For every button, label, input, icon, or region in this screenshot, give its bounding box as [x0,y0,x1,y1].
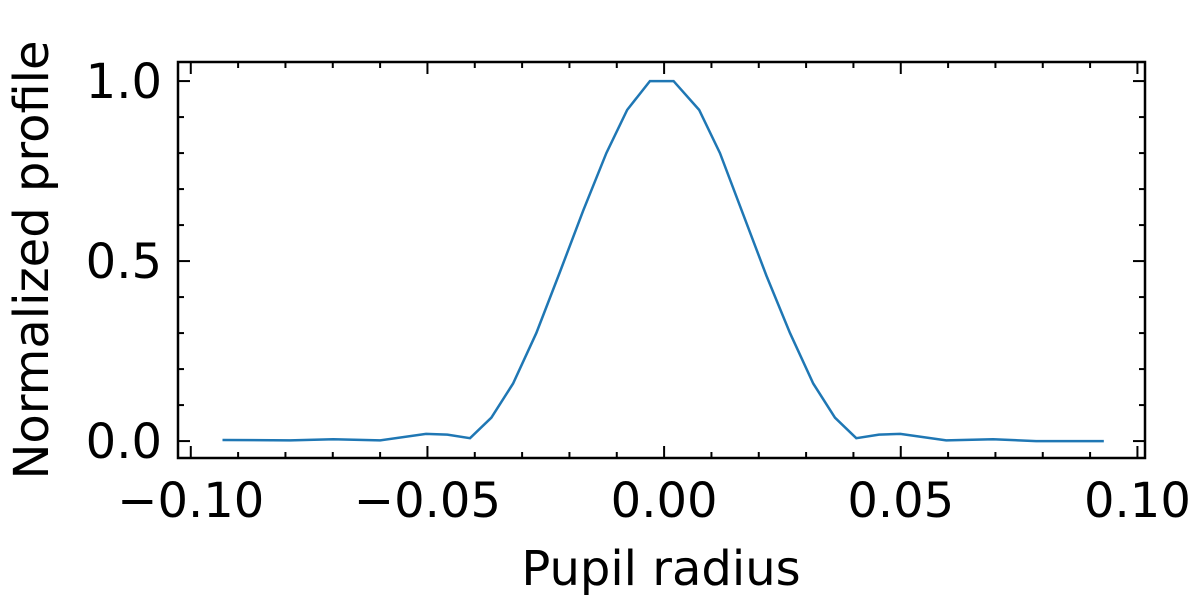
y-tick-label: 0.0 [86,414,162,470]
y-axis-label: Normalized profile [4,40,60,479]
x-axis-label: Pupil radius [521,541,800,597]
x-tick-label: −0.10 [117,473,264,529]
x-tick-label: 0.00 [611,473,718,529]
x-tick-label: −0.05 [354,473,501,529]
y-tick-label: 0.5 [86,234,162,290]
x-tick-label: 0.05 [847,473,954,529]
data-line [222,79,1104,443]
x-tick-label: 0.10 [1084,473,1191,529]
plot-frame [176,60,1147,460]
y-tick-label: 1.0 [86,54,162,110]
